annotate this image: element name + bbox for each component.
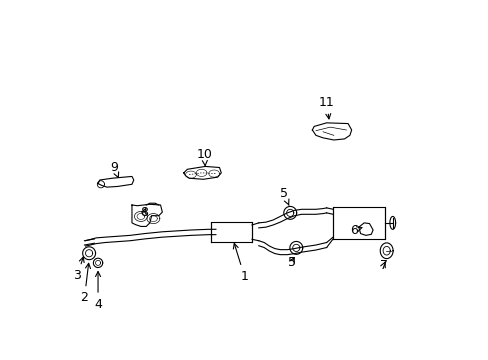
- Text: 4: 4: [94, 271, 102, 311]
- Text: 5: 5: [279, 187, 288, 206]
- Text: 6: 6: [350, 224, 361, 237]
- Text: 5: 5: [287, 256, 295, 269]
- Text: 2: 2: [81, 263, 90, 305]
- Text: 11: 11: [318, 96, 334, 119]
- Text: 1: 1: [233, 243, 248, 283]
- Text: 8: 8: [140, 206, 147, 219]
- Text: 3: 3: [73, 257, 84, 282]
- Text: 7: 7: [379, 258, 387, 271]
- Text: 10: 10: [196, 148, 212, 166]
- Text: 9: 9: [110, 161, 119, 177]
